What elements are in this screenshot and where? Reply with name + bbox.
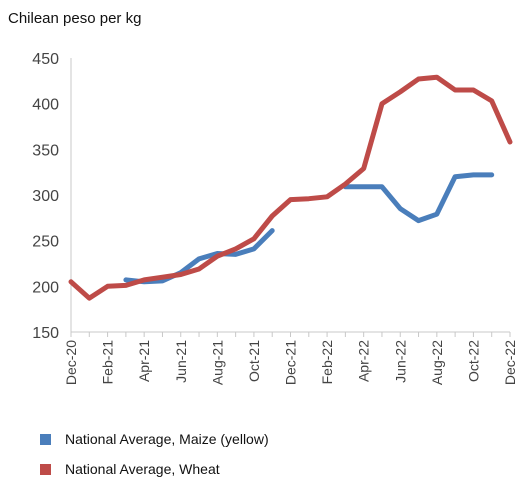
x-tick-label: Aug-21 <box>209 340 225 385</box>
legend-swatch-maize <box>40 433 51 445</box>
legend: National Average, Maize (yellow) Nationa… <box>40 428 269 488</box>
legend-item-wheat: National Average, Wheat <box>40 458 269 480</box>
x-tick-label: Feb-22 <box>319 340 335 385</box>
x-tick-label: Jun-21 <box>173 340 189 383</box>
y-ticks: 150 200 250 300 350 400 450 <box>32 51 59 342</box>
x-tick-label: Oct-22 <box>465 340 481 382</box>
y-tick-label: 400 <box>32 97 59 114</box>
series-line-maize <box>123 172 495 285</box>
x-tick-label: Dec-21 <box>283 340 299 385</box>
series-line-wheat <box>68 74 513 301</box>
x-ticks: Dec-20 Feb-21 Apr-21 Jun-21 Aug-21 Oct-21 Dec-… <box>63 332 518 385</box>
series-lines <box>68 74 513 301</box>
y-tick-label: 150 <box>32 325 59 342</box>
x-tick-label: Dec-22 <box>502 340 518 385</box>
x-tick-label: Feb-21 <box>100 340 116 385</box>
y-tick-label: 250 <box>32 234 59 251</box>
x-tick-label: Aug-22 <box>429 340 445 385</box>
legend-label-maize: National Average, Maize (yellow) <box>65 431 269 447</box>
x-tick-label: Dec-20 <box>63 340 79 385</box>
x-tick-label: Oct-21 <box>246 340 262 382</box>
x-tick-label: Apr-21 <box>136 340 152 382</box>
line-chart: 150 200 250 300 350 400 450 Dec-20 Feb-21 Apr-21… <box>32 51 518 385</box>
x-tick-label: Jun-22 <box>392 340 408 383</box>
chart-title: Chilean peso per kg <box>8 10 142 27</box>
legend-label-wheat: National Average, Wheat <box>65 461 220 477</box>
legend-swatch-wheat <box>40 463 51 475</box>
legend-item-maize: National Average, Maize (yellow) <box>40 428 269 450</box>
y-tick-label: 300 <box>32 188 59 205</box>
y-tick-label: 350 <box>32 142 59 159</box>
x-tick-label: Apr-22 <box>356 340 372 382</box>
y-tick-label: 450 <box>32 51 59 68</box>
y-tick-label: 200 <box>32 279 59 296</box>
